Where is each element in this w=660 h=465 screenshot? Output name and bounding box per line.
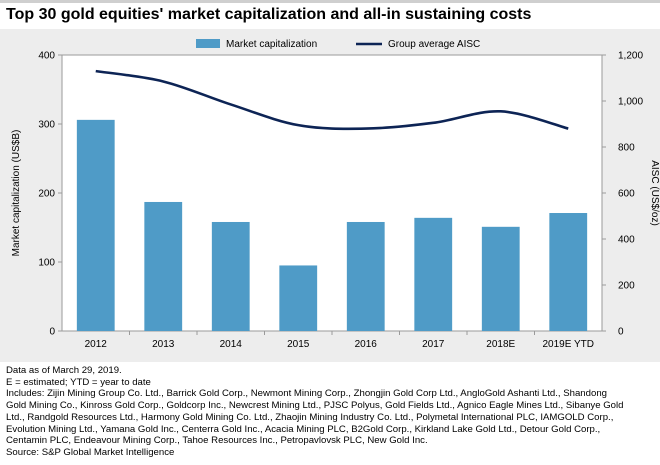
x-tick-label: 2018E <box>486 339 515 350</box>
bar-2014 <box>211 221 250 331</box>
x-tick-label: 2015 <box>287 339 310 350</box>
plot-area <box>61 54 603 332</box>
y-tick-label: 0 <box>49 327 55 338</box>
x-tick-label: 2014 <box>220 339 243 350</box>
x-tick-label: 2012 <box>85 339 108 350</box>
bar-2018E <box>481 226 520 331</box>
note-includes-1: Includes: Zijin Mining Group Co. Ltd., B… <box>6 388 607 400</box>
x-tick-label: 2017 <box>422 339 445 350</box>
y-tick-label: 300 <box>38 120 55 131</box>
legend: Market capitalization Group average AISC <box>196 39 480 50</box>
bar-2017 <box>414 217 453 331</box>
chart-title: Top 30 gold equities' market capitalizat… <box>6 6 532 23</box>
chart-svg: 0 100 200 300 400 0 200 400 600 800 1,000 1,200 20… <box>11 39 660 350</box>
note-includes-2: Gold Mining Co., Kinross Gold Corp., Gol… <box>6 400 624 412</box>
legend-label-aisc: Group average AISC <box>388 39 480 50</box>
y-tick-label: 400 <box>38 51 55 62</box>
y2-tick-label: 800 <box>618 143 635 154</box>
note-date: Data as of March 29, 2019. <box>6 365 122 376</box>
y2-tick-label: 400 <box>618 235 635 246</box>
note-includes-3: Ltd., Randgold Resources Ltd., Harmony G… <box>6 411 614 423</box>
y2-tick-label: 200 <box>618 281 635 292</box>
note-source: Source: S&P Global Market Intelligence <box>6 446 175 458</box>
bar-2015 <box>279 265 318 331</box>
y2-tick-label: 0 <box>618 327 624 338</box>
y-tick-label: 200 <box>38 189 55 200</box>
legend-swatch-market-cap <box>196 39 220 48</box>
footnotes: Data as of March 29, 2019. E = estimated… <box>6 365 656 459</box>
note-abbrev: E = estimated; YTD = year to date <box>6 376 151 388</box>
bar-2016 <box>346 221 385 331</box>
bar-2019E YTD <box>549 213 588 331</box>
note-includes-4: Evolution Mining Ltd., Yamana Gold Inc.,… <box>6 423 601 435</box>
x-tick-label: 2013 <box>152 339 175 350</box>
y2-axis-title: AISC (US$/oz) <box>649 160 660 226</box>
x-tick-label: 2016 <box>355 339 378 350</box>
y-axis-title: Market capitalization (US$B) <box>11 130 22 257</box>
x-tick-label: 2019E YTD <box>542 339 594 350</box>
y2-tick-label: 1,200 <box>618 51 643 62</box>
top-rule <box>0 0 660 3</box>
aisc-line <box>95 69 569 131</box>
legend-label-market-cap: Market capitalization <box>226 39 317 50</box>
bar-2012 <box>76 119 115 331</box>
y2-tick-label: 1,000 <box>618 97 643 108</box>
y2-tick-label: 600 <box>618 189 635 200</box>
y-tick-label: 100 <box>38 258 55 269</box>
note-includes-5: Centamin PLC, Endeavour Mining Corp., Ta… <box>6 435 428 447</box>
bar-2013 <box>144 201 183 331</box>
